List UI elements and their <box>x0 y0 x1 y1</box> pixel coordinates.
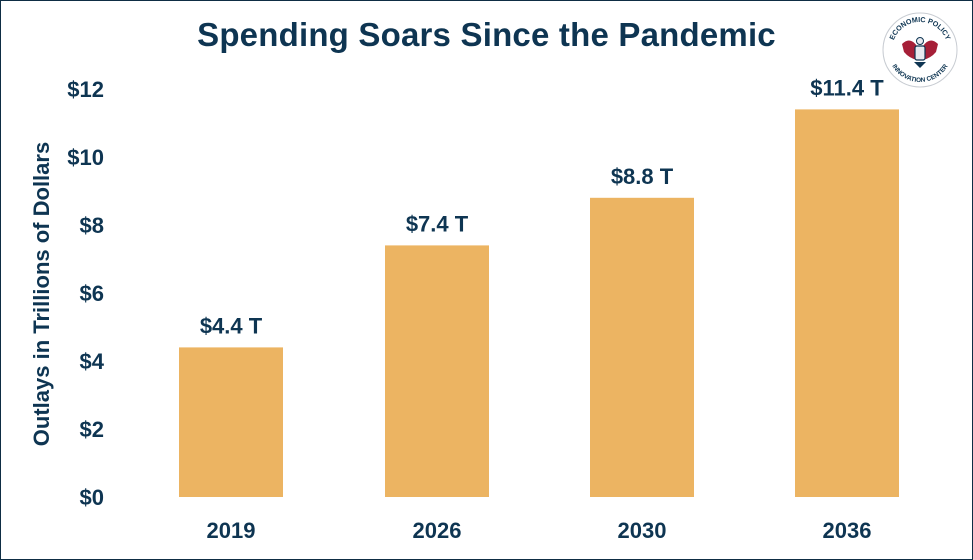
y-tick-label: $10 <box>67 145 104 170</box>
data-label: $7.4 T <box>406 211 469 236</box>
epic-logo: ECONOMIC POLICY INNOVATION CENTER <box>882 12 958 88</box>
y-tick-label: $12 <box>67 77 104 102</box>
bar-2036 <box>795 109 899 498</box>
x-tick-label: 2026 <box>413 518 462 543</box>
y-tick-label: $4 <box>80 349 105 374</box>
y-tick-label: $6 <box>80 281 104 306</box>
y-tick-label: $0 <box>80 485 104 510</box>
y-tick-label: $2 <box>80 417 104 442</box>
bar-2026 <box>385 245 489 497</box>
x-tick-label: 2036 <box>823 518 872 543</box>
x-tick-label: 2019 <box>207 518 256 543</box>
chart-title: Spending Soars Since the Pandemic <box>197 16 776 53</box>
x-tick-label: 2030 <box>618 518 667 543</box>
bar-2019 <box>179 347 283 497</box>
eagle-icon <box>902 37 938 68</box>
data-label: $4.4 T <box>200 313 263 338</box>
data-label: $8.8 T <box>611 164 674 189</box>
data-label: $11.4 T <box>810 75 884 100</box>
bar-2030 <box>590 197 694 498</box>
y-tick-label: $8 <box>80 213 104 238</box>
